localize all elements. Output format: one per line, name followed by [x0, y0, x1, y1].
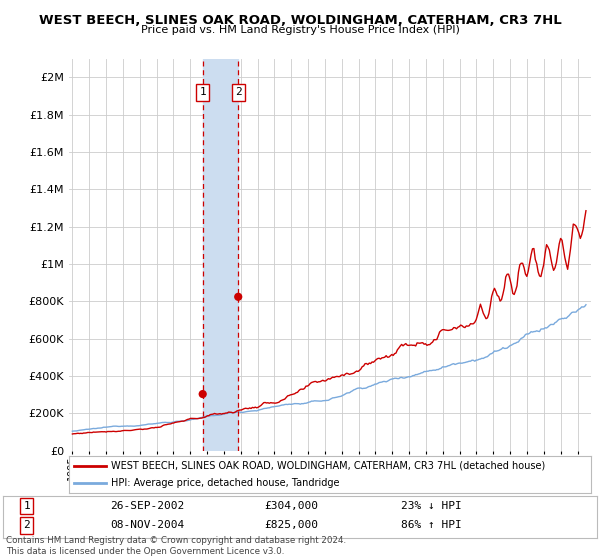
Text: £825,000: £825,000: [265, 520, 319, 530]
Text: Contains HM Land Registry data © Crown copyright and database right 2024.
This d: Contains HM Land Registry data © Crown c…: [6, 536, 346, 556]
Text: WEST BEECH, SLINES OAK ROAD, WOLDINGHAM, CATERHAM, CR3 7HL (detached house): WEST BEECH, SLINES OAK ROAD, WOLDINGHAM,…: [111, 461, 545, 471]
Text: 26-SEP-2002: 26-SEP-2002: [110, 501, 184, 511]
Point: [198, 390, 208, 399]
Bar: [203, 59, 238, 451]
Text: 2: 2: [235, 87, 242, 97]
Text: 1: 1: [23, 501, 30, 511]
Text: WEST BEECH, SLINES OAK ROAD, WOLDINGHAM, CATERHAM, CR3 7HL: WEST BEECH, SLINES OAK ROAD, WOLDINGHAM,…: [38, 14, 562, 27]
Text: 2: 2: [23, 520, 30, 530]
Text: Price paid vs. HM Land Registry's House Price Index (HPI): Price paid vs. HM Land Registry's House …: [140, 25, 460, 35]
Text: 86% ↑ HPI: 86% ↑ HPI: [401, 520, 462, 530]
Text: 23% ↓ HPI: 23% ↓ HPI: [401, 501, 462, 511]
Text: 08-NOV-2004: 08-NOV-2004: [110, 520, 184, 530]
Text: £304,000: £304,000: [265, 501, 319, 511]
Text: HPI: Average price, detached house, Tandridge: HPI: Average price, detached house, Tand…: [111, 478, 339, 488]
Point: [233, 292, 243, 301]
Text: 1: 1: [199, 87, 206, 97]
